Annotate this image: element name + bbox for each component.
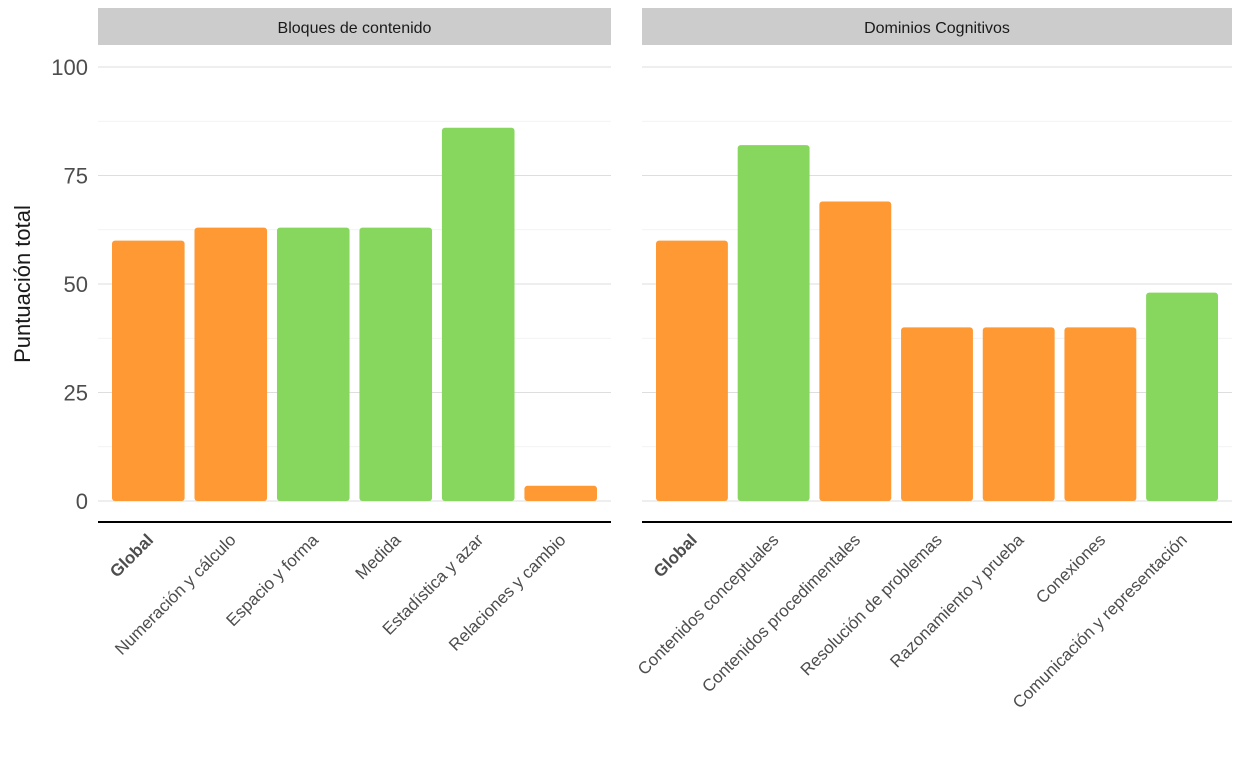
y-tick-label-0: 0	[76, 489, 88, 514]
y-tick-label-100: 100	[51, 55, 88, 80]
bar-1-3	[276, 227, 350, 501]
x-tick-label-2-1: Global	[650, 530, 701, 581]
y-tick-label-75: 75	[64, 164, 88, 189]
bar-1-4	[359, 227, 433, 501]
bar-2-2	[737, 145, 810, 501]
y-tick-label-50: 50	[64, 272, 88, 297]
bar-2-5	[982, 327, 1055, 501]
panel-strip-1	[98, 8, 611, 45]
y-tick-label-25: 25	[64, 381, 88, 406]
bar-2-6	[1064, 327, 1137, 501]
x-tick-label-2-4: Resolución de problemas	[797, 530, 946, 679]
y-axis-label: Puntuación total	[10, 205, 35, 363]
x-tick-label-2-3: Contenidos procedimentales	[698, 530, 864, 696]
x-tick-label-2-2: Contenidos conceptuales	[634, 530, 782, 678]
x-tick-label-2-7: Comunicación y representación	[1009, 530, 1191, 712]
x-tick-label-1-1: Global	[106, 530, 157, 581]
panel-title-1: Bloques de contenido	[278, 20, 432, 37]
x-tick-label-2-5: Razonamiento y prueba	[886, 530, 1027, 671]
bar-2-3	[819, 201, 892, 502]
x-tick-label-2-6: Conexiones	[1032, 530, 1109, 607]
bar-1-5	[441, 127, 515, 501]
bar-1-2	[194, 227, 268, 501]
bar-2-7	[1146, 292, 1218, 501]
x-tick-label-1-4: Medida	[352, 530, 405, 583]
panel-strip-2	[642, 8, 1232, 45]
bar-1-1	[112, 240, 185, 501]
bar-2-4	[901, 327, 973, 501]
bar-1-6	[524, 485, 597, 501]
panel-title-2: Dominios Cognitivos	[864, 20, 1010, 37]
bar-2-1	[656, 240, 728, 501]
